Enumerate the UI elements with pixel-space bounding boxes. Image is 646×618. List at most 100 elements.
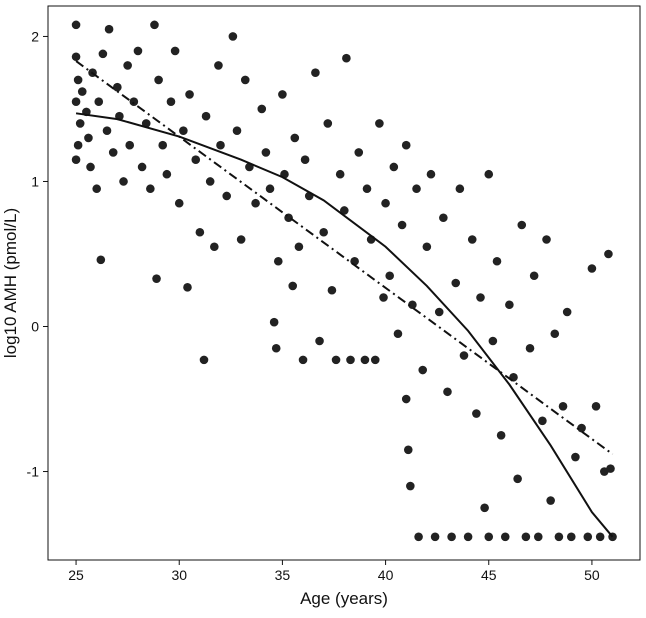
plot-frame — [47, 5, 641, 561]
data-point — [554, 532, 564, 542]
data-point — [496, 430, 506, 440]
data-point — [96, 255, 106, 265]
data-point — [562, 307, 572, 317]
data-point — [150, 20, 159, 30]
y-tick-label: -1 — [27, 464, 40, 480]
data-point — [385, 271, 395, 281]
data-point — [389, 162, 399, 172]
data-point — [179, 126, 188, 136]
data-point — [269, 317, 279, 327]
data-point — [125, 140, 135, 150]
x-tick-label: 40 — [378, 567, 394, 583]
data-point — [403, 445, 413, 455]
data-point — [77, 87, 87, 96]
data-point — [500, 532, 510, 542]
data-point — [92, 184, 101, 194]
data-point — [467, 235, 477, 244]
data-point — [102, 126, 112, 136]
data-point — [108, 148, 118, 157]
data-point — [152, 274, 161, 283]
data-point — [273, 256, 283, 266]
x-axis-label: Age (years) — [300, 589, 388, 608]
data-point — [290, 133, 300, 143]
data-point — [360, 355, 370, 365]
data-point — [278, 90, 287, 99]
x-tick-label: 25 — [68, 567, 84, 583]
data-point — [370, 355, 380, 365]
data-point — [158, 140, 168, 150]
data-point — [434, 307, 444, 317]
data-point — [414, 532, 423, 542]
data-point — [472, 409, 481, 418]
data-point — [257, 104, 267, 114]
data-point — [210, 242, 219, 252]
data-point — [137, 162, 147, 172]
data-point — [401, 140, 411, 150]
data-point — [315, 336, 324, 346]
data-point — [362, 184, 372, 194]
data-point — [463, 532, 473, 542]
data-point — [288, 281, 298, 291]
data-point — [73, 75, 83, 85]
data-point — [476, 293, 485, 302]
data-point — [162, 169, 172, 179]
data-point — [251, 198, 260, 208]
data-point — [455, 184, 465, 194]
data-point — [185, 90, 194, 99]
y-tick-label: 1 — [31, 173, 39, 189]
data-point — [240, 75, 250, 85]
data-point — [232, 126, 242, 136]
data-point — [265, 184, 275, 194]
data-point — [284, 213, 293, 223]
data-point — [591, 401, 601, 411]
data-point — [166, 97, 176, 107]
data-point — [550, 329, 560, 339]
data-point — [379, 293, 388, 302]
data-point — [98, 49, 108, 59]
data-point — [381, 198, 390, 208]
x-tick-label: 30 — [171, 567, 187, 583]
data-point — [327, 285, 337, 295]
data-point — [505, 300, 514, 310]
data-point — [323, 119, 333, 128]
data-point — [170, 46, 180, 56]
data-point — [354, 148, 364, 157]
data-point — [271, 343, 281, 353]
data-point — [480, 503, 489, 513]
data-point — [205, 177, 215, 186]
data-point — [129, 97, 139, 107]
data-point — [94, 97, 104, 107]
data-point — [195, 227, 205, 237]
data-point — [216, 140, 225, 150]
y-tick-label: 0 — [31, 319, 39, 335]
data-point — [529, 271, 539, 281]
data-point — [525, 343, 535, 353]
data-point — [104, 24, 114, 34]
data-point — [533, 532, 543, 542]
x-tick-label: 35 — [275, 567, 291, 583]
data-point — [342, 53, 351, 63]
x-tick-label: 50 — [584, 567, 600, 583]
data-point — [538, 416, 547, 426]
data-point — [606, 464, 615, 473]
data-point — [583, 532, 593, 542]
data-point — [214, 61, 223, 70]
data-point — [447, 532, 456, 542]
data-point — [311, 68, 320, 78]
data-point — [86, 162, 95, 172]
fit-line — [75, 60, 614, 455]
data-point — [71, 155, 81, 165]
data-point — [459, 351, 469, 360]
y-tick-label: 2 — [31, 28, 39, 44]
data-point — [406, 481, 415, 491]
data-point — [587, 264, 597, 273]
data-point — [418, 365, 428, 375]
data-point — [412, 184, 421, 194]
data-point — [201, 111, 211, 121]
data-point — [393, 329, 403, 339]
data-point — [375, 119, 384, 128]
data-point — [113, 82, 122, 92]
data-point — [174, 198, 184, 208]
data-point — [422, 242, 432, 252]
data-point — [397, 220, 407, 230]
